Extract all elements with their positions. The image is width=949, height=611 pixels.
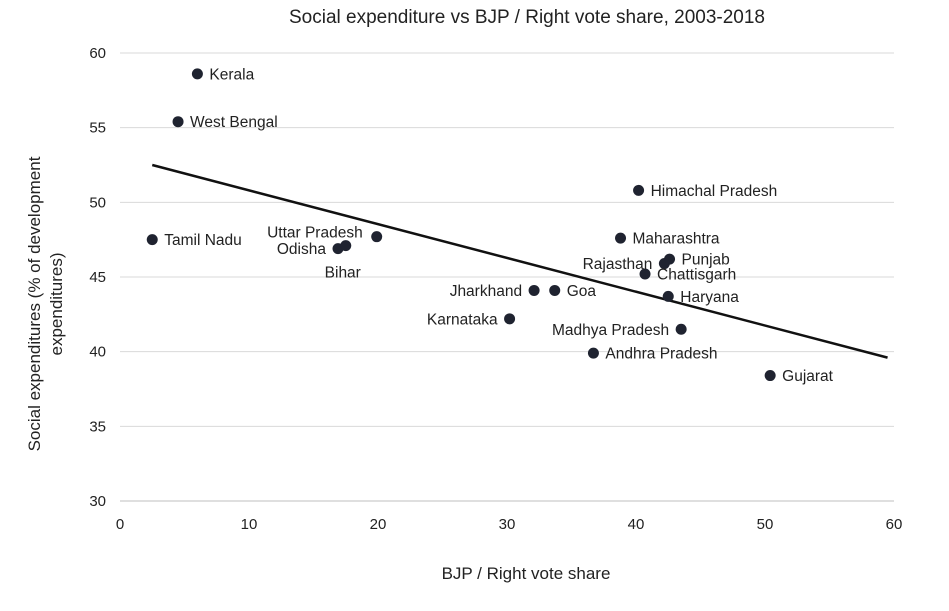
x-tick-label: 10 <box>241 516 258 533</box>
data-label-punjab: Punjab <box>682 252 730 269</box>
data-point-karnataka <box>504 313 516 325</box>
y-axis-label-line-2: expenditures) <box>47 252 66 355</box>
data-label-himachal-pradesh: Himachal Pradesh <box>651 183 778 200</box>
y-axis-ticks: 30 35 40 45 50 55 60 <box>89 45 106 510</box>
data-point-andhra-pradesh <box>587 347 599 359</box>
data-point-goa <box>549 284 561 296</box>
data-label-maharashtra: Maharashtra <box>633 231 720 248</box>
data-point-gujarat <box>764 370 776 382</box>
data-points <box>146 68 776 382</box>
data-label-bihar: Bihar <box>325 265 361 282</box>
y-tick-label: 35 <box>89 418 106 435</box>
data-label-odisha: Odisha <box>277 241 326 258</box>
data-label-chattisgarh: Chattisgarh <box>657 267 736 284</box>
data-label-karnataka: Karnataka <box>427 311 498 328</box>
trend-line <box>151 163 888 359</box>
y-axis-label-line-1: Social expenditures (% of development <box>25 156 44 451</box>
data-point-himachal-pradesh <box>633 184 645 196</box>
data-point-kerala <box>191 68 203 80</box>
y-tick-label: 40 <box>89 344 106 361</box>
y-axis-label: Social expenditures (% of development ex… <box>25 156 66 451</box>
data-point-haryana <box>662 290 674 302</box>
y-tick-label: 30 <box>89 493 106 510</box>
y-tick-label: 50 <box>89 194 106 211</box>
x-tick-label: 30 <box>499 516 516 533</box>
data-point-uttar-pradesh <box>371 231 383 243</box>
data-point-punjab <box>664 253 676 265</box>
x-tick-label: 50 <box>757 516 774 533</box>
data-label-tamil-nadu: Tamil Nadu <box>164 232 242 249</box>
x-tick-label: 40 <box>628 516 645 533</box>
y-tick-label: 45 <box>89 269 106 286</box>
y-tick-label: 60 <box>89 45 106 62</box>
data-label-gujarat: Gujarat <box>782 368 834 385</box>
data-label-west-bengal: West Bengal <box>190 114 278 131</box>
y-tick-label: 55 <box>89 120 106 137</box>
data-label-uttar-pradesh: Uttar Pradesh <box>267 225 363 242</box>
data-label-rajasthan: Rajasthan <box>583 256 653 273</box>
gridlines <box>120 52 894 427</box>
data-label-andhra-pradesh: Andhra Pradesh <box>605 346 717 363</box>
x-tick-label: 0 <box>116 516 124 533</box>
data-point-tamil-nadu <box>146 234 158 246</box>
chart-title: Social expenditure vs BJP / Right vote s… <box>289 7 765 28</box>
data-point-maharashtra <box>615 232 627 244</box>
data-label-madhya-pradesh: Madhya Pradesh <box>552 322 669 339</box>
data-label-goa: Goa <box>567 283 597 300</box>
x-tick-label: 20 <box>370 516 387 533</box>
data-point-west-bengal <box>172 116 184 128</box>
data-label-haryana: Haryana <box>680 289 739 306</box>
x-axis-ticks: 0 10 20 30 40 50 60 <box>116 516 903 533</box>
x-axis-label: BJP / Right vote share <box>442 564 611 583</box>
data-point-madhya-pradesh <box>675 323 687 335</box>
data-label-jharkhand: Jharkhand <box>450 283 522 300</box>
data-labels: Kerala West Bengal Tamil Nadu Uttar Pradesh… <box>164 66 833 385</box>
data-point-bihar <box>340 240 352 252</box>
data-point-jharkhand <box>528 284 540 296</box>
x-tick-label: 60 <box>886 516 903 533</box>
data-point-chattisgarh <box>639 268 651 280</box>
data-label-kerala: Kerala <box>209 66 254 83</box>
